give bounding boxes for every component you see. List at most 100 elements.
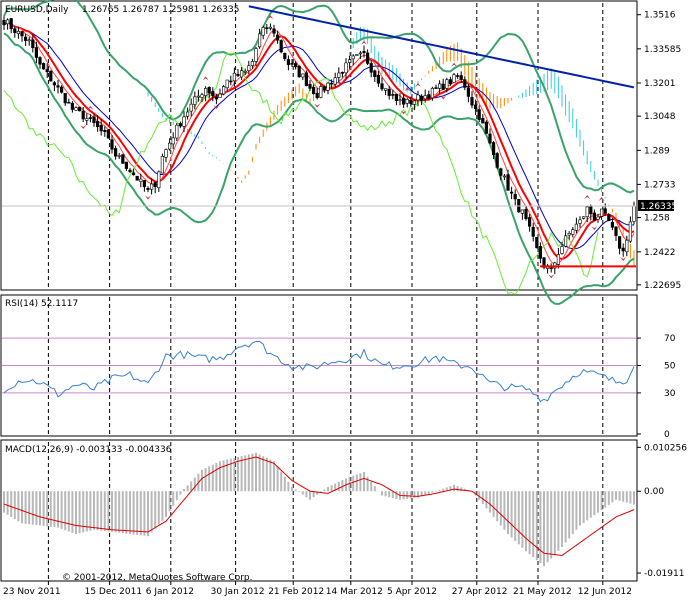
candle-body-144 (520, 209, 524, 214)
candle-12 (45, 63, 49, 78)
macd-bar-3 (13, 491, 16, 520)
macd-bar-17 (64, 491, 67, 531)
candle-body-119 (430, 87, 435, 99)
candle-body-137 (495, 153, 499, 168)
rsi-header-label: RSI(14) 52.1117 (5, 299, 78, 309)
candle-26 (96, 115, 100, 132)
candle-93 (337, 67, 341, 83)
macd-bar-70 (255, 452, 257, 492)
macd-bar-35 (129, 491, 131, 535)
candle-body-6 (23, 36, 28, 41)
candle-body-172 (621, 247, 625, 252)
candle-body-158 (571, 229, 575, 235)
candle-body-100 (362, 51, 366, 54)
bollinger-lower (3, 32, 635, 306)
candle-body-163 (589, 206, 593, 215)
macd-bar-105 (381, 491, 383, 496)
macd-bar-154 (557, 491, 560, 551)
x-tick-label-7: 27 Apr 2012 (452, 587, 508, 597)
x-tick-label-0: 23 Nov 2011 (3, 587, 61, 597)
candle-body-63 (229, 80, 233, 83)
candle-25 (92, 114, 96, 127)
macd-bar-36 (132, 491, 135, 535)
rsi-tick-label-0: 70 (664, 334, 676, 344)
macd-bar-158 (571, 491, 574, 535)
candle-body-19 (70, 102, 74, 110)
price-tick-label-1: 1.33585 (644, 45, 681, 55)
macd-bar-7 (28, 491, 31, 525)
candle-16 (59, 85, 64, 94)
macd-bar-123 (445, 487, 448, 492)
macd-bar-76 (276, 466, 279, 492)
candle-173 (625, 235, 629, 257)
candle-172 (621, 243, 625, 257)
macd-bar-80 (291, 486, 293, 492)
candle-body-52 (189, 103, 193, 112)
candle-body-126 (455, 75, 460, 77)
price-tick-label-5: 1.2733 (644, 180, 676, 190)
candle-36 (132, 168, 136, 176)
macd-bar-53 (193, 477, 196, 492)
fractal-up-56 (202, 76, 209, 81)
candle-18 (67, 98, 71, 104)
candle-163 (589, 204, 593, 221)
candle-body-7 (27, 39, 31, 42)
candle-body-112 (405, 99, 409, 104)
candle-body-146 (527, 217, 532, 227)
candle-body-85 (308, 83, 312, 89)
candle-82 (297, 65, 301, 78)
candle-body-16 (59, 86, 64, 93)
macd-bar-19 (71, 491, 74, 533)
macd-bar-173 (625, 491, 628, 503)
candle-9 (34, 41, 38, 64)
macd-bar-114 (413, 491, 416, 499)
candle-body-62 (225, 79, 229, 89)
candle-112 (405, 97, 409, 108)
rsi-y-axis: 70 50 30 0 (637, 334, 676, 440)
candle-body-175 (632, 205, 636, 222)
candle-body-94 (340, 71, 345, 74)
candle-131 (473, 99, 478, 116)
macd-bar-21 (78, 491, 81, 534)
macd-bar-88 (319, 491, 322, 493)
candle-body-111 (401, 97, 406, 105)
macd-bar-47 (172, 491, 175, 506)
macd-bar-168 (607, 491, 610, 505)
candle-body-81 (293, 63, 298, 68)
candlesticks (2, 16, 636, 275)
candle-40 (146, 186, 150, 193)
candle-body-12 (45, 69, 49, 73)
macd-bar-167 (604, 491, 607, 508)
candle-body-114 (412, 100, 417, 105)
candle-91 (329, 79, 334, 90)
candle-47 (171, 132, 175, 150)
candle-body-125 (452, 74, 456, 83)
candle-34 (124, 161, 128, 171)
candle-body-134 (484, 121, 489, 134)
ohlc-quote-label: 1.26765 1.26787 1.25981 1.26335 (82, 5, 239, 15)
candle-74 (268, 23, 273, 31)
candle-body-1 (6, 19, 10, 25)
x-tick-label-3: 30 Jan 2012 (211, 587, 265, 597)
candle-32 (117, 152, 121, 160)
macd-bar-148 (535, 491, 538, 561)
bollinger-upper (3, 0, 635, 194)
macd-bar-37 (136, 491, 139, 535)
candle-92 (333, 72, 337, 88)
macd-bar-174 (629, 491, 632, 504)
candle-48 (175, 123, 179, 141)
macd-bar-119 (431, 491, 434, 493)
macd-bar-34 (125, 491, 128, 534)
candle-body-76 (275, 34, 280, 41)
macd-bar-82 (298, 491, 301, 493)
candle-158 (571, 226, 575, 238)
macd-bar-104 (377, 490, 380, 492)
candle-body-165 (596, 216, 600, 220)
price-tick-label-2: 1.3201 (644, 79, 676, 89)
macd-bar-42 (154, 491, 157, 529)
macd-bar-68 (247, 454, 250, 492)
macd-bar-145 (525, 491, 527, 552)
time-x-axis: 23 Nov 2011 15 Dec 2011 6 Jan 2012 30 Jan 2… (3, 581, 632, 597)
